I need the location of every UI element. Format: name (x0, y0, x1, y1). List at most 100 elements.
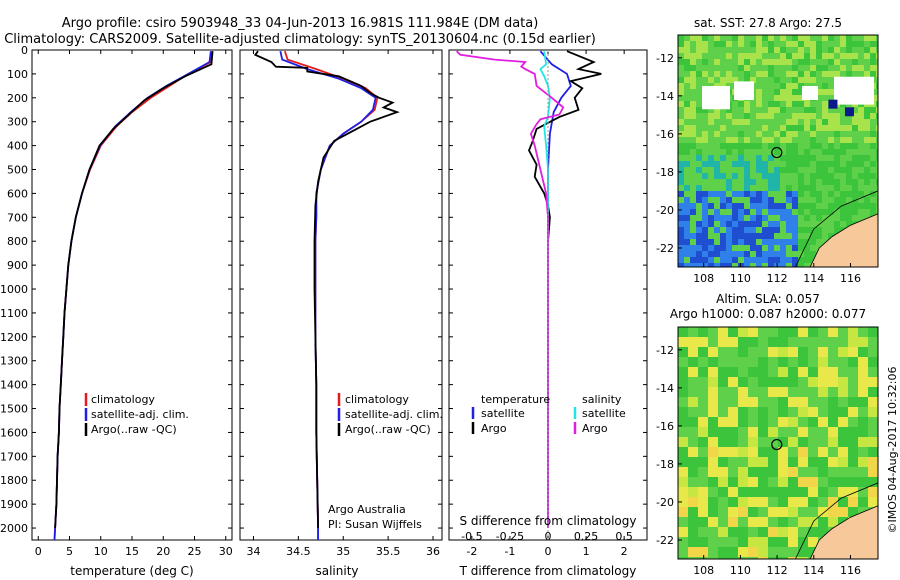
map-cell (768, 347, 778, 357)
x-tick-label: 116 (840, 564, 861, 577)
map-cell (868, 437, 878, 447)
map-cell (750, 209, 756, 215)
map-cell (768, 327, 778, 337)
map-cell (714, 233, 720, 239)
map-cell (678, 517, 688, 527)
map-cell (718, 457, 728, 467)
map-cell (792, 179, 798, 185)
map-cell (702, 221, 708, 227)
map-cell (852, 53, 858, 59)
map-cell (718, 347, 728, 357)
map-cell (868, 427, 878, 437)
temperature-xlabel: temperature (deg C) (70, 564, 193, 578)
map-cell (876, 53, 878, 59)
map-cell (840, 209, 846, 215)
map-cell (818, 417, 828, 427)
map-cell (750, 143, 756, 149)
map-cell (786, 179, 792, 185)
map-cell (756, 131, 762, 137)
map-cell (778, 547, 788, 557)
map-cell (840, 119, 846, 125)
map-cell (810, 119, 816, 125)
map-cell (810, 101, 816, 107)
map-cell (780, 179, 786, 185)
map-cell (858, 477, 868, 487)
map-cell (786, 35, 792, 41)
sla-map-title-1: Altim. SLA: 0.057 (716, 292, 820, 306)
map-cell (696, 203, 702, 209)
float-position-marker (771, 438, 783, 451)
y-tick-label: 100 (7, 68, 28, 81)
map-cell (708, 327, 718, 337)
map-cell (774, 197, 780, 203)
map-cell (732, 227, 738, 233)
map-cell (838, 347, 848, 357)
map-cell (848, 387, 858, 397)
map-cell (678, 107, 684, 113)
map-cell (758, 457, 768, 467)
map-cell (768, 417, 778, 427)
map-cell (708, 427, 718, 437)
y-tick-label: -20 (656, 204, 674, 217)
map-cell (718, 517, 728, 527)
map-cell (828, 215, 834, 221)
map-cell (696, 101, 702, 107)
map-cell (762, 143, 768, 149)
map-cell (678, 527, 688, 537)
map-cell (798, 101, 804, 107)
map-cell (870, 149, 876, 155)
map-cell (678, 65, 684, 71)
map-cell (822, 137, 828, 143)
map-cell (870, 35, 876, 41)
map-cell (688, 367, 698, 377)
map-cell (846, 197, 852, 203)
map-cell (858, 337, 868, 347)
map-cell (698, 427, 708, 437)
no-data-patch (734, 81, 754, 100)
map-cell (758, 547, 768, 557)
map-cell (870, 41, 876, 47)
map-cell (864, 119, 870, 125)
map-cell (678, 149, 684, 155)
map-cell (828, 417, 838, 427)
map-cell (870, 125, 876, 131)
map-cell (858, 497, 868, 507)
map-cell (768, 407, 778, 417)
map-cell (718, 337, 728, 347)
map-cell (738, 233, 744, 239)
map-cell (828, 197, 834, 203)
map-cell (858, 397, 868, 407)
map-cell (798, 209, 804, 215)
map-cell (822, 179, 828, 185)
map-cell (848, 457, 858, 467)
map-cell (678, 113, 684, 119)
map-cell (714, 155, 720, 161)
map-cell (756, 245, 762, 251)
map-cell (738, 537, 748, 547)
map-cell (780, 209, 786, 215)
map-cell (720, 197, 726, 203)
map-cell (780, 215, 786, 221)
map-cell (728, 357, 738, 367)
map-cell (788, 467, 798, 477)
map-cell (756, 173, 762, 179)
map-cell (708, 257, 714, 263)
x-top-tick-label: -0.25 (496, 530, 524, 543)
map-cell (708, 185, 714, 191)
map-cell (858, 357, 868, 367)
y-tick-label: -12 (656, 52, 674, 65)
sla_map-frame (677, 326, 879, 560)
map-cell (768, 161, 774, 167)
map-cell (774, 227, 780, 233)
map-cell (870, 71, 876, 77)
map-cell (732, 59, 738, 65)
map-cell (728, 457, 738, 467)
map-cell (696, 185, 702, 191)
map-cell (840, 35, 846, 41)
map-cell (818, 507, 828, 517)
map-cell (732, 101, 738, 107)
map-cell (738, 377, 748, 387)
map-cell (864, 65, 870, 71)
map-cell (864, 191, 870, 197)
map-cell (738, 167, 744, 173)
